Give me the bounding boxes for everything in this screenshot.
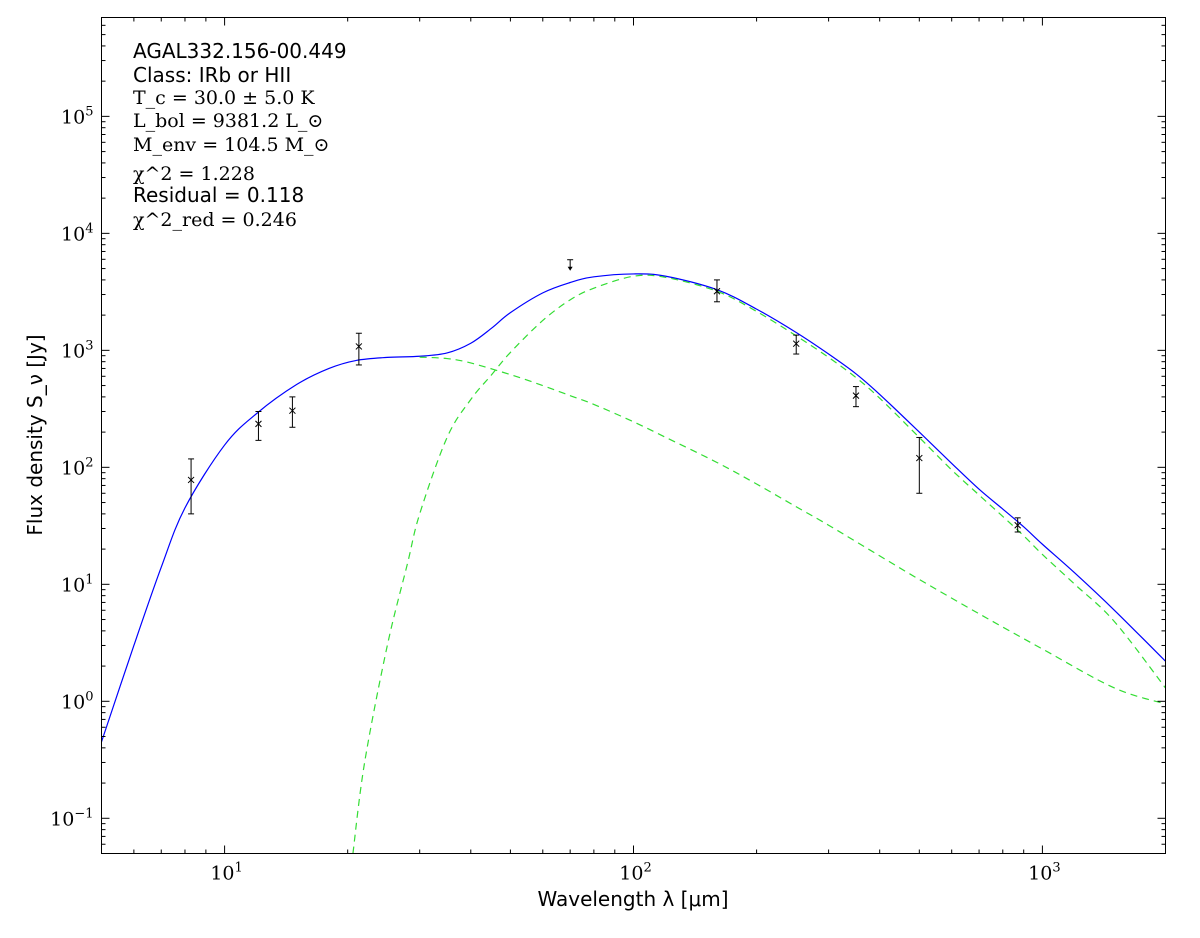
data-point	[355, 332, 363, 366]
y-axis-label: Flux density S_ν [Jy]	[23, 334, 47, 535]
plot-frame	[101, 17, 1166, 854]
x-marker	[792, 340, 800, 348]
axis-ticks: 101 102 103 10−1 100 101 102 103 104 105	[50, 17, 1166, 885]
x-marker	[355, 343, 363, 350]
data-points	[187, 259, 1022, 533]
data-point	[255, 411, 262, 441]
y-tick-label: 102	[61, 455, 93, 479]
model-curves	[101, 273, 1166, 854]
upper-limit-arrow	[567, 266, 573, 271]
y-tick-label: 100	[61, 689, 93, 713]
chi2-annotation: χ^2 = 1.228	[133, 163, 255, 185]
component-curve-2	[419, 356, 1166, 705]
x-marker	[289, 407, 296, 415]
y-tick-label: 105	[61, 104, 93, 128]
x-tick-label: 103	[1028, 861, 1060, 885]
x-axis-label: Wavelength λ [μm]	[537, 887, 728, 911]
source-name: AGAL332.156-00.449	[133, 39, 347, 63]
tc-annotation: T_c = 30.0 ± 5.0 K	[133, 87, 315, 109]
lbol-annotation: L_bol = 9381.2 L_⊙	[133, 110, 323, 132]
y-tick-label: 10−1	[50, 806, 93, 830]
data-point	[852, 386, 860, 408]
x-marker	[915, 454, 923, 462]
x-tick-label: 101	[210, 861, 242, 885]
x-marker	[852, 392, 860, 399]
chi2red-annotation: χ^2_red = 0.246	[133, 209, 297, 231]
data-point	[713, 279, 721, 303]
data-point	[187, 458, 195, 515]
total-fit-curve	[101, 273, 1166, 743]
class-label: Class: IRb or HII	[133, 63, 291, 87]
x-marker	[187, 476, 195, 484]
x-marker	[713, 287, 721, 295]
data-point	[1014, 517, 1022, 533]
component-curve-1	[352, 274, 1166, 854]
x-tick-label: 102	[619, 861, 651, 885]
x-marker	[1014, 521, 1022, 529]
menv-annotation: M_env = 104.5 M_⊙	[133, 134, 329, 156]
y-tick-label: 103	[61, 338, 93, 362]
x-marker	[255, 420, 262, 428]
fit-annotations: AGAL332.156-00.449 Class: IRb or HII T_c…	[133, 39, 347, 231]
data-point	[289, 396, 296, 428]
data-point	[792, 334, 800, 355]
upper-limit-point	[567, 259, 574, 271]
y-tick-label: 101	[61, 572, 93, 596]
data-point	[915, 436, 923, 494]
residual-annotation: Residual = 0.118	[133, 183, 304, 207]
y-tick-label: 104	[61, 221, 93, 245]
